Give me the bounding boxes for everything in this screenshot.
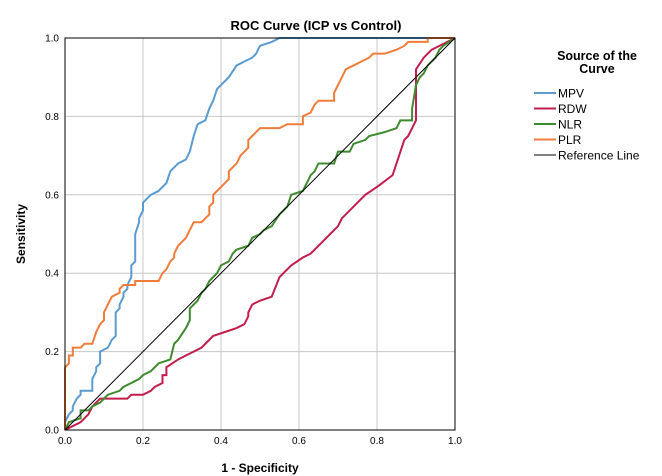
legend-label-plr: PLR	[558, 133, 582, 147]
x-tick-label: 0.2	[136, 436, 150, 447]
y-tick-label: 0.4	[45, 269, 59, 280]
x-tick-label: 0.6	[292, 436, 306, 447]
legend-label-nlr: NLR	[558, 118, 582, 132]
grid	[65, 38, 455, 430]
x-tick-label: 1.0	[448, 436, 462, 447]
series-line-rdw	[64, 37, 456, 431]
y-tick-label: 0.2	[45, 347, 59, 358]
y-tick-label: 1.0	[45, 34, 59, 45]
series-line-plr	[64, 37, 455, 430]
legend-title-line-1: Source of the	[557, 49, 637, 63]
x-tick-label: 0.8	[370, 436, 384, 447]
legend-title-line-2: Curve	[579, 62, 614, 76]
y-axis-title: Sensitivity	[14, 204, 28, 264]
legend-label-mpv: MPV	[558, 87, 584, 101]
x-tick-label: 0.4	[214, 436, 228, 447]
series-group	[64, 37, 456, 431]
x-axis-title: 1 - Specificity	[221, 461, 299, 475]
series-line-reference-line	[64, 37, 456, 431]
y-tick-label: 0.6	[45, 190, 59, 201]
series-line-nlr	[64, 37, 456, 431]
chart-title: ROC Curve (ICP vs Control)	[231, 18, 402, 33]
plot-frame	[64, 37, 456, 431]
y-axis-ticks: 0.0 0.2 0.4 0.6 0.8 1.0	[45, 34, 59, 437]
y-tick-label: 0.8	[45, 112, 59, 123]
series-line-mpv	[64, 37, 455, 430]
legend-label-reference-line: Reference Line	[558, 149, 640, 163]
x-tick-label: 0.0	[58, 436, 72, 447]
y-tick-label: 0.0	[45, 426, 59, 437]
legend-label-rdw: RDW	[558, 102, 587, 116]
x-axis-ticks: 0.0 0.2 0.4 0.6 0.8 1.0	[58, 436, 462, 447]
